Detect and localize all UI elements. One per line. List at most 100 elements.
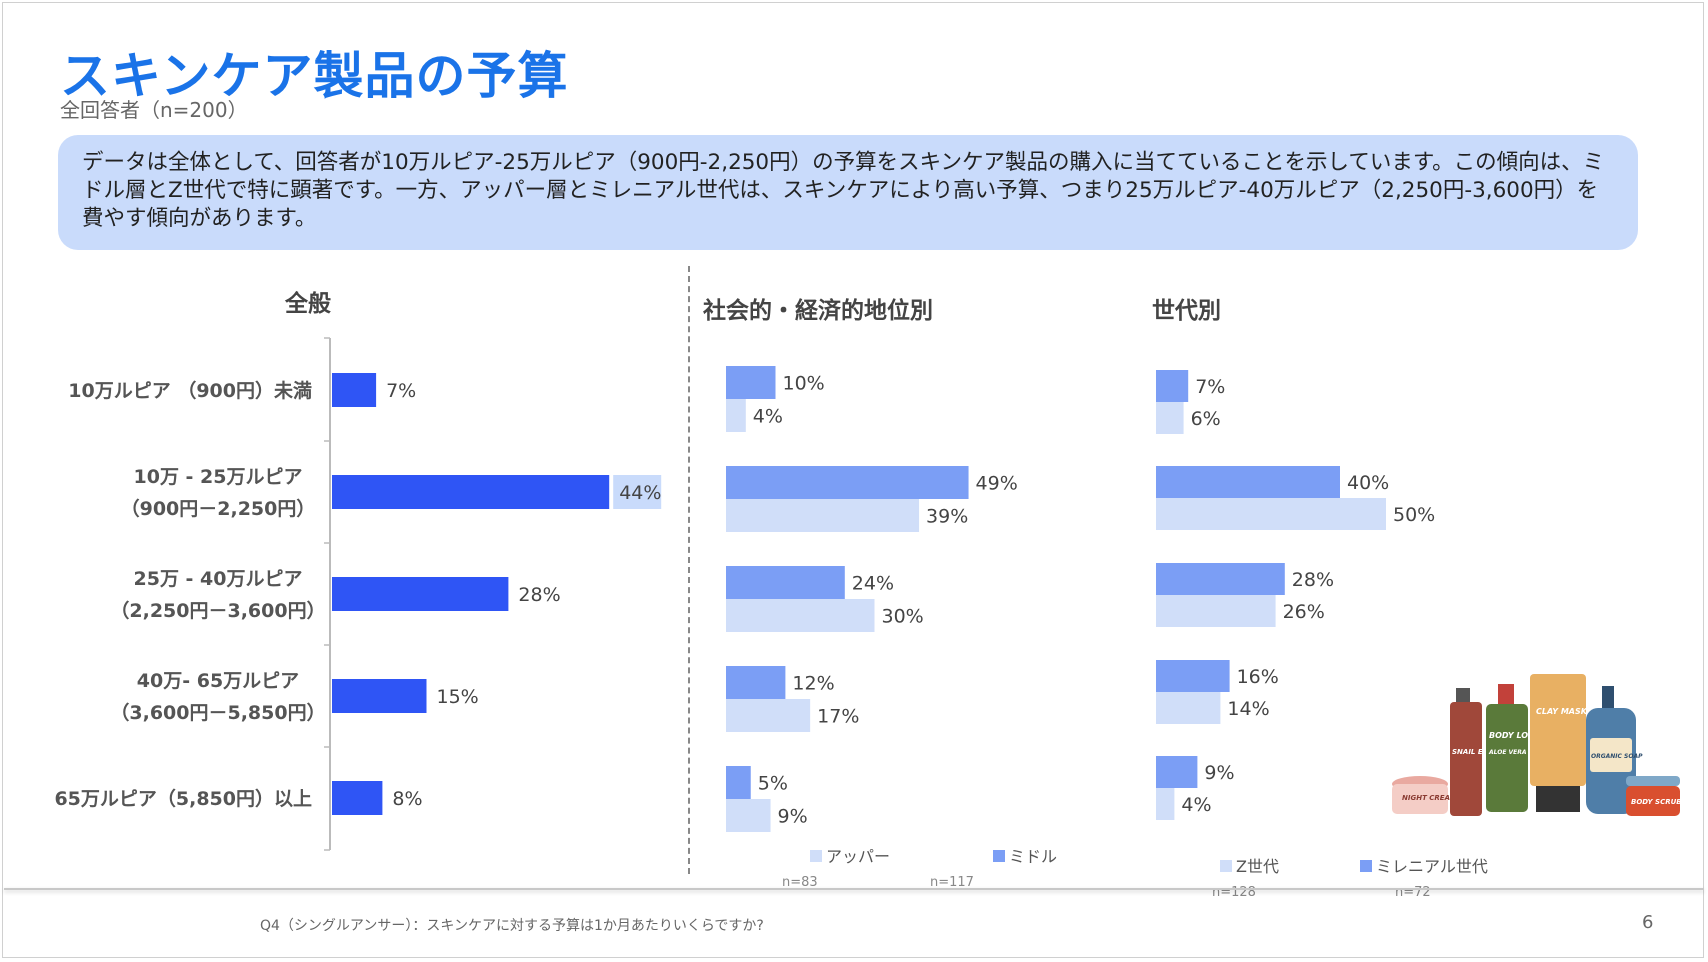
ses-value-label: 39% [926, 506, 968, 528]
clay-mask-label: CLAY MASK [1536, 707, 1588, 716]
page-number: 6 [1642, 912, 1654, 933]
ses-chart-title: 社会的・経済的地位別 [703, 298, 933, 324]
organic-soap-label: ORGANIC SOAP [1591, 753, 1643, 760]
generation-bar-dark [1156, 466, 1340, 498]
overall-bar [332, 475, 610, 509]
generation-value-label: 6% [1191, 408, 1221, 430]
ses-bar-dark [726, 466, 969, 499]
ses-legend-swatch [810, 850, 822, 862]
clay-mask-tube-icon [1530, 674, 1586, 786]
generation-bar-dark [1156, 563, 1285, 595]
generation-value-label: 28% [1292, 569, 1334, 591]
overall-category-label: 25万 - 40万ルピア [134, 568, 303, 590]
ses-n-label: n=117 [930, 875, 974, 890]
generation-value-label: 9% [1204, 762, 1234, 784]
generation-bar-light [1156, 402, 1184, 434]
summary-text: データは全体として、回答者が10万ルピア-25万ルピア（900円-2,250円）… [82, 150, 1605, 231]
overall-value-label: 28% [518, 584, 560, 606]
generation-value-label: 40% [1347, 472, 1389, 494]
generation-bar-light [1156, 595, 1276, 627]
overall-bar [332, 781, 383, 815]
overall-chart-title: 全般 [285, 291, 331, 317]
generation-value-label: 7% [1195, 376, 1225, 398]
skincare-products-illustration: NIGHT CREAM SNAIL ESSENCE BODY LOTION AL… [1392, 674, 1680, 816]
ses-bar-light [726, 499, 920, 532]
generation-bar-dark [1156, 660, 1230, 692]
ses-value-label: 12% [792, 673, 834, 695]
ses-bar-dark [726, 666, 786, 699]
overall-highlight-label-bg [613, 475, 662, 509]
overall-value-label: 7% [386, 380, 416, 402]
overall-category-label: 10万ルピア （900円）未満 [68, 379, 312, 402]
ses-legend-swatch [993, 850, 1005, 862]
generation-bar-dark [1156, 370, 1189, 402]
generation-value-label: 4% [1181, 794, 1211, 816]
ses-legend-label: ミドル [1009, 847, 1057, 866]
aloe-vera-label: ALOE VERA [1488, 749, 1527, 756]
overall-bar [332, 373, 377, 407]
ses-bar-light [726, 399, 746, 432]
overall-category-label: （2,250円－3,600円） [110, 599, 325, 622]
page-subtitle: 全回答者（n=200） [60, 98, 248, 122]
ses-bar-dark [726, 566, 845, 599]
ses-n-label: n=83 [782, 875, 818, 890]
body-scrub-label: BODY SCRUB [1631, 798, 1680, 806]
overall-value-label: 44% [619, 482, 661, 504]
body-lotion-label: BODY LOTION [1489, 731, 1550, 740]
snail-essence-pump-icon [1456, 688, 1470, 702]
ses-bar-dark [726, 366, 776, 399]
generation-value-label: 14% [1227, 698, 1269, 720]
generation-value-label: 16% [1237, 666, 1279, 688]
overall-category-label: 40万- 65万ルピア [137, 670, 299, 692]
ses-value-label: 17% [817, 706, 859, 728]
page-title: スキンケア製品の予算 [60, 47, 569, 105]
overall-value-label: 8% [392, 788, 422, 810]
generation-bar-dark [1156, 756, 1198, 788]
overall-bar [332, 679, 427, 713]
summary-box: データは全体として、回答者が10万ルピア-25万ルピア（900円-2,250円）… [58, 135, 1638, 250]
ses-value-label: 9% [778, 806, 808, 828]
footer-question: Q4（シングルアンサー）：スキンケアに対する予算は1か月あたりいくらですか? [260, 918, 764, 934]
generation-legend-swatch [1220, 860, 1232, 872]
ses-bar-dark [726, 766, 751, 799]
overall-category-label: （3,600円－5,850円） [110, 701, 325, 724]
clay-mask-cap-icon [1536, 786, 1580, 812]
ses-value-label: 5% [758, 773, 788, 795]
ses-bar-light [726, 699, 811, 732]
footer-divider [4, 888, 1704, 890]
overall-category-label: 65万ルピア（5,850円）以上 [54, 787, 312, 810]
body-scrub-jar-icon [1626, 786, 1680, 816]
generation-bar-light [1156, 788, 1175, 820]
organic-soap-tag-icon [1590, 738, 1632, 772]
generation-bar-light [1156, 692, 1221, 724]
ses-value-label: 24% [852, 573, 894, 595]
ses-value-label: 10% [783, 373, 825, 395]
generation-legend-label: ミレニアル世代 [1376, 857, 1488, 876]
generation-legend-swatch [1360, 860, 1372, 872]
generation-bar-light [1156, 498, 1386, 530]
body-scrub-lid-icon [1626, 776, 1680, 786]
ses-value-label: 4% [753, 406, 783, 428]
night-cream-jar-icon [1392, 784, 1448, 814]
snail-essence-bottle-icon [1450, 702, 1482, 816]
ses-bar-light [726, 599, 875, 632]
generation-chart-title: 世代別 [1152, 298, 1221, 324]
overall-category-label: 10万 - 25万ルピア [134, 466, 303, 488]
panel-divider [688, 266, 690, 874]
body-lotion-bottle-icon [1486, 704, 1528, 812]
organic-soap-pump-icon [1602, 686, 1614, 708]
ses-bar-light [726, 799, 771, 832]
overall-category-label: （900円－2,250円） [121, 497, 316, 520]
ses-legend-label: アッパー [826, 847, 890, 866]
overall-value-label: 15% [437, 686, 479, 708]
body-lotion-pump-icon [1498, 684, 1514, 704]
ses-value-label: 30% [882, 606, 924, 628]
generation-legend-label: Z世代 [1236, 857, 1279, 876]
night-cream-label: NIGHT CREAM [1402, 794, 1457, 802]
ses-value-label: 49% [976, 473, 1018, 495]
snail-essence-label: SNAIL ESSENCE [1452, 748, 1513, 756]
overall-bar [332, 577, 509, 611]
generation-value-label: 50% [1393, 504, 1435, 526]
